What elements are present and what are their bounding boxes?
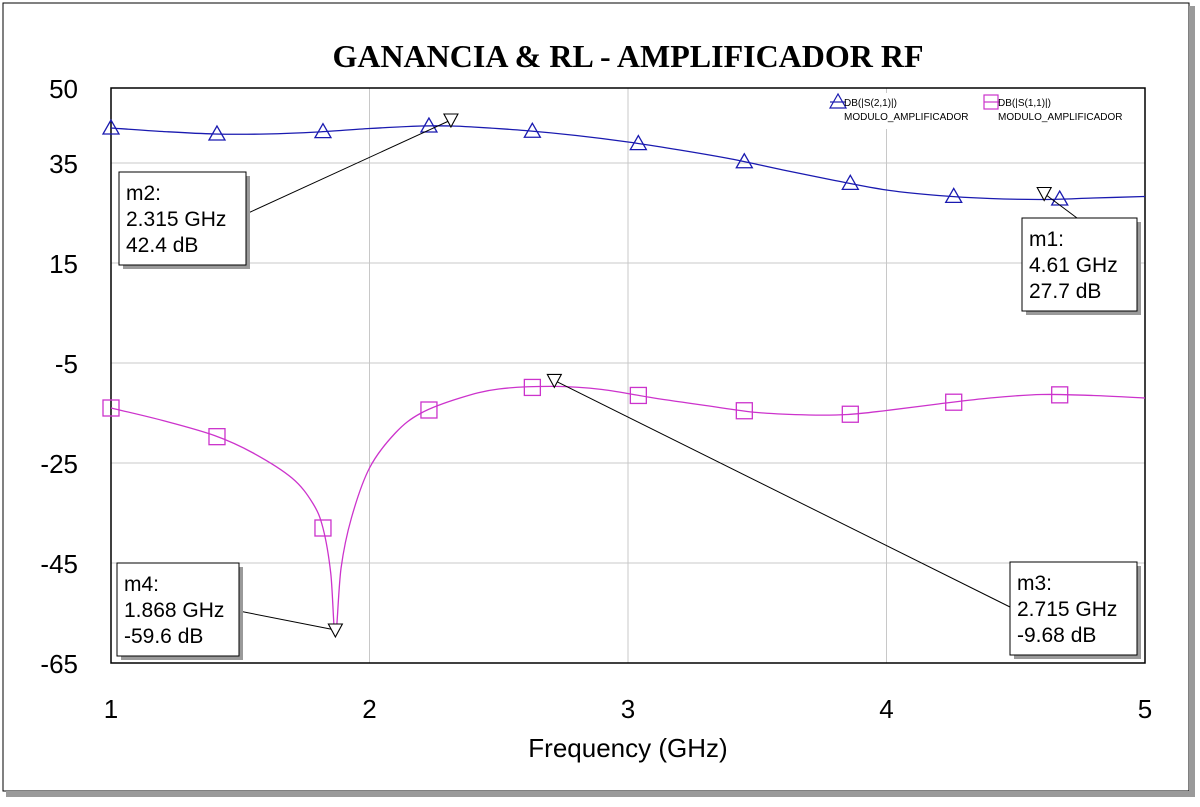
legend: DB(|S(2,1)|)MODULO_AMPLIFICADORDB(|S(1,1… <box>826 92 1140 129</box>
x-tick-label: 1 <box>104 694 118 724</box>
square-data-marker <box>841 405 859 423</box>
marker-box-m3: m3: 2.715 GHz -9.68 dB <box>1009 561 1141 659</box>
marker-name: m2: <box>126 182 161 205</box>
triangle-data-marker <box>313 122 333 139</box>
legend-series-name: DB(|S(1,1)|) <box>998 98 1051 109</box>
chart-shadow-right <box>1189 6 1195 797</box>
marker-triangle <box>327 623 344 639</box>
marker-frequency: 1.868 GHz <box>124 599 224 622</box>
marker-leader-line <box>238 610 336 631</box>
marker-boxes: m1: 4.61 GHz 27.7 dB m2: 2.315 GHz 42.4 dB m3:… <box>116 171 1141 660</box>
marker-triangle <box>443 113 459 129</box>
triangle-data-marker <box>735 152 754 169</box>
series-line <box>110 385 1146 637</box>
marker-box-m1: m1: 4.61 GHz 27.7 dB <box>1021 217 1141 315</box>
series-s11 <box>102 378 1146 637</box>
plot-area <box>110 87 1146 664</box>
triangle-data-marker <box>523 121 542 138</box>
marker-value: -9.68 dB <box>1017 624 1096 647</box>
marker-leader-line <box>245 119 452 215</box>
legend-entry: DB(|S(2,1)|) MODULO_AMPLIFICADOR <box>828 92 968 123</box>
y-tick-label: 15 <box>49 249 78 279</box>
marker-value: -59.6 dB <box>124 625 203 648</box>
marker-leader-lines <box>238 113 1078 639</box>
marker-name: m3: <box>1017 572 1052 595</box>
chart-shadow-bottom <box>6 791 1192 797</box>
triangle-data-marker <box>419 116 439 133</box>
series-line <box>110 125 1146 201</box>
square-data-marker <box>208 428 226 446</box>
marker-frequency: 2.315 GHz <box>126 208 226 231</box>
marker-box-m4: m4: 1.868 GHz -59.6 dB <box>116 562 243 660</box>
x-tick-label: 4 <box>879 694 893 724</box>
triangle-data-marker <box>944 187 963 204</box>
x-tick-label: 5 <box>1138 694 1152 724</box>
marker-frequency: 4.61 GHz <box>1029 254 1118 277</box>
x-axis-label: Frequency (GHz) <box>528 733 727 763</box>
marker-name: m1: <box>1029 228 1064 251</box>
marker-leader-line <box>1043 193 1078 219</box>
legend-series-source: MODULO_AMPLIFICADOR <box>844 112 968 123</box>
marker-value: 42.4 dB <box>126 234 198 257</box>
marker-leader-line <box>554 379 1011 608</box>
y-tick-label: -25 <box>40 449 78 479</box>
y-tick-label: 35 <box>49 149 78 179</box>
triangle-data-marker <box>629 134 648 151</box>
square-data-marker <box>420 401 438 419</box>
square-data-marker <box>102 399 120 417</box>
triangle-data-marker <box>101 118 121 135</box>
x-tick-label: 2 <box>362 694 376 724</box>
marker-box <box>116 562 240 657</box>
square-data-marker <box>523 378 542 397</box>
marker-value: 27.7 dB <box>1029 280 1101 303</box>
y-tick-label: 50 <box>49 74 78 104</box>
square-data-marker <box>629 386 647 405</box>
marker-box <box>1021 217 1138 312</box>
marker-box-m2: m2: 2.315 GHz 42.4 dB <box>118 171 250 269</box>
marker-box <box>118 171 247 266</box>
square-data-marker <box>1051 386 1069 404</box>
legend-series-source: MODULO_AMPLIFICADOR <box>998 112 1122 123</box>
y-axis: 50 35 15 -5 -25 -45 -65 <box>40 74 78 679</box>
x-tick-label: 3 <box>621 694 635 724</box>
series-layer <box>101 116 1146 637</box>
chart-title: GANANCIA & RL - AMPLIFICADOR RF <box>332 38 923 74</box>
y-tick-label: -5 <box>55 349 78 379</box>
marker-frequency: 2.715 GHz <box>1017 598 1117 621</box>
y-tick-label: -65 <box>40 649 78 679</box>
legend-box <box>826 93 1140 129</box>
marker-triangle <box>1036 186 1053 202</box>
square-data-marker <box>945 393 963 411</box>
marker-name: m4: <box>124 573 159 596</box>
square-data-marker <box>314 519 332 537</box>
legend-triangle-icon <box>828 92 848 109</box>
y-tick-label: -45 <box>40 549 78 579</box>
legend-series-name: DB(|S(2,1)|) <box>844 98 897 109</box>
square-data-marker <box>735 402 753 420</box>
triangle-data-marker <box>841 174 860 191</box>
marker-triangle <box>546 373 563 389</box>
legend-entry: DB(|S(1,1)|) MODULO_AMPLIFICADOR <box>983 94 1122 123</box>
legend-square-icon <box>983 94 999 110</box>
x-axis: 1 2 3 4 5 <box>104 694 1152 724</box>
marker-box <box>1009 561 1138 656</box>
triangle-data-marker <box>207 124 227 141</box>
